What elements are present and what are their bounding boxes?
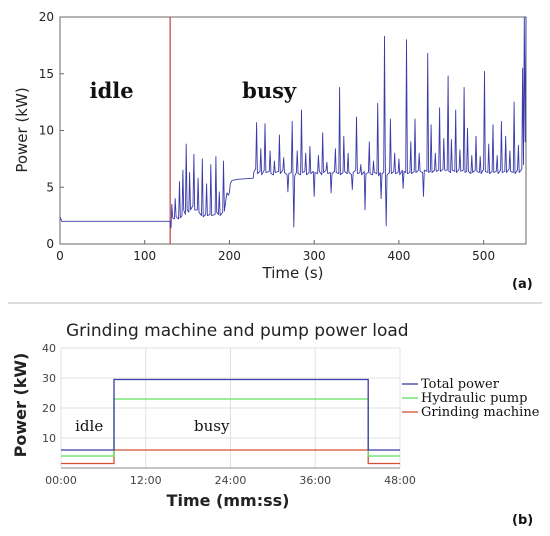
idle-region-label: idle — [90, 78, 134, 103]
x-tick-label: 0 — [56, 249, 64, 263]
busy-region-label: busy — [194, 417, 230, 435]
panel-b-chart: Grinding machine and pump power load 10 2… — [11, 321, 540, 528]
panel-b-title: Grinding machine and pump power load — [66, 321, 409, 341]
panel-b-label: (b) — [512, 513, 533, 528]
panel-a-y-axis: 0 5 10 15 20 — [39, 10, 64, 251]
legend-total-power: Total power — [421, 377, 500, 392]
panel-a-label: (a) — [512, 277, 533, 292]
y-tick-label: 20 — [42, 402, 56, 415]
panel-a-chart: 0 5 10 15 20 0 100 200 300 400 500 idle busy Time… — [13, 10, 533, 292]
x-tick-label: 48:00 — [384, 474, 416, 487]
x-tick-label: 12:00 — [130, 474, 162, 487]
x-tick-label: 100 — [133, 249, 156, 263]
x-tick-label: 00:00 — [45, 474, 77, 487]
panel-b-x-axis: 00:00 12:00 24:00 36:00 48:00 — [45, 348, 416, 487]
x-tick-label: 24:00 — [215, 474, 247, 487]
busy-region-label: busy — [242, 78, 297, 103]
x-tick-label: 500 — [472, 249, 495, 263]
y-tick-label: 20 — [39, 10, 54, 24]
hydraulic-pump-line — [61, 398, 400, 457]
x-tick-label: 400 — [387, 249, 410, 263]
panel-b-y-axis-label: Power (kW) — [11, 353, 30, 458]
legend-hydraulic-pump: Hydraulic pump — [421, 391, 527, 406]
panel-b-x-axis-label: Time (mm:ss) — [167, 491, 290, 510]
total-power-line — [59, 16, 527, 229]
y-tick-label: 10 — [39, 124, 54, 138]
total-power-line — [61, 378, 400, 451]
y-tick-label: 15 — [39, 67, 54, 81]
x-tick-label: 300 — [303, 249, 326, 263]
idle-region-label: idle — [75, 417, 103, 435]
y-tick-label: 0 — [46, 237, 54, 251]
x-tick-label: 200 — [218, 249, 241, 263]
y-tick-label: 10 — [42, 432, 56, 445]
panel-a-plot-frame — [59, 16, 527, 245]
y-tick-label: 5 — [46, 180, 54, 194]
panel-b-legend: Total power Hydraulic pump Grinding mach… — [402, 377, 540, 420]
legend-grinding-machine: Grinding machine — [421, 405, 540, 420]
y-tick-label: 40 — [42, 342, 56, 355]
x-tick-label: 36:00 — [299, 474, 331, 487]
grinding-machine-line — [61, 449, 400, 465]
panel-a-x-axis: 0 100 200 300 400 500 — [56, 240, 495, 263]
y-tick-label: 30 — [42, 372, 56, 385]
panel-a-x-axis-label: Time (s) — [262, 264, 324, 282]
panel-a-y-axis-label: Power (kW) — [13, 87, 31, 172]
